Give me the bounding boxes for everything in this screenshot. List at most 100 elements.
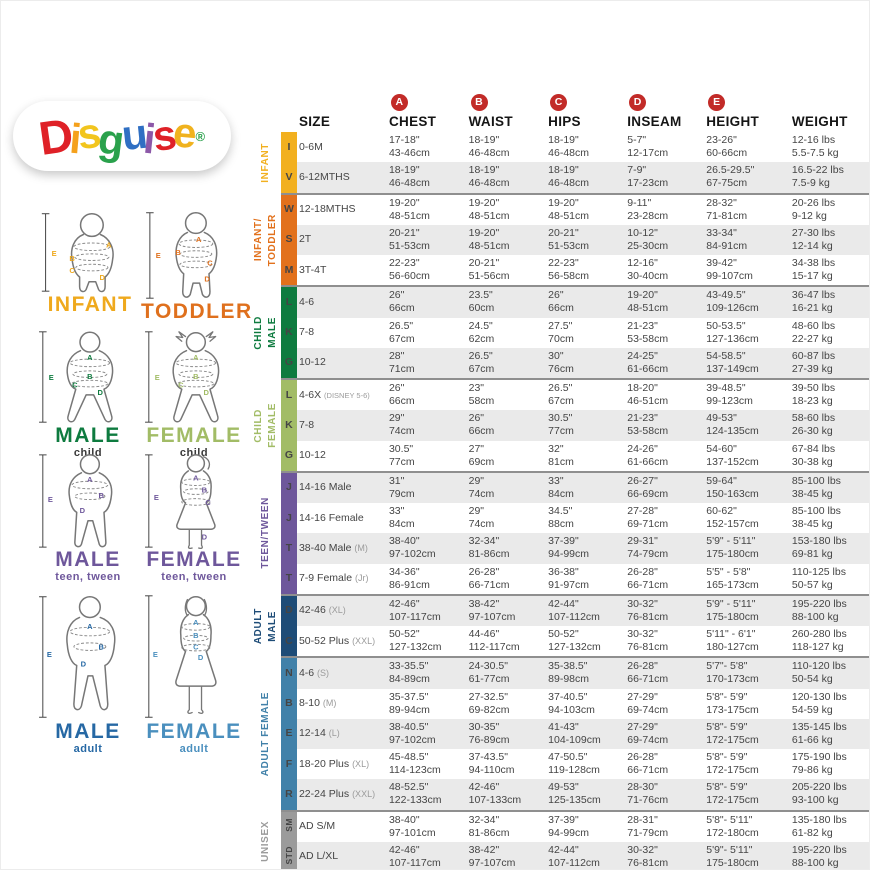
teen-male-figure-icon: AB D E bbox=[39, 454, 113, 548]
svg-text:A: A bbox=[193, 353, 199, 362]
cell-chest: 26.5" 67cm bbox=[388, 319, 415, 345]
figure-teen-male: A B D E MALE teen, tween bbox=[35, 453, 141, 583]
cell-height: 60-62" 152-157cm bbox=[706, 505, 759, 531]
figure-toddler: A B C D E TODDLER bbox=[141, 209, 253, 323]
cell-chest: 42-46" 107-117cm bbox=[386, 841, 467, 869]
cell-inseam: 26-28" 66-71cm bbox=[627, 751, 669, 777]
cell-inseam: 27-28" 69-71cm bbox=[627, 505, 669, 531]
cell-weight: 34-38 lbs 15-17 kg bbox=[791, 257, 836, 283]
cell-chest: 45-48.5" 114-123cm bbox=[388, 751, 441, 777]
group-label-child-female: CHILD FEMALE bbox=[251, 379, 281, 472]
figure-label: MALE bbox=[55, 424, 121, 447]
figure-infant: A B C D E INFANT bbox=[37, 209, 143, 316]
figure-sublabel: adult bbox=[179, 743, 209, 756]
cell-weight: 135-180 lbs 61-82 kg bbox=[789, 809, 869, 842]
figure-label: FEMALE bbox=[146, 548, 242, 571]
figure-sublabel: teen, tween bbox=[161, 571, 227, 584]
size-cell: 10-12 bbox=[298, 449, 326, 462]
size-code: G bbox=[281, 347, 297, 379]
cell-hips: 32" 81cm bbox=[548, 442, 574, 468]
table-row: B 8-10 (M) 35-37.5" 89-94cm 27-32.5" 69-82cm 3… bbox=[251, 688, 869, 719]
size-code: D bbox=[281, 593, 297, 626]
svg-text:A: A bbox=[87, 475, 93, 484]
size-code: B bbox=[281, 688, 297, 719]
size-cell: 42-46 (XL) bbox=[296, 593, 387, 626]
cell-height: 23-26" 60-66cm bbox=[706, 134, 748, 160]
figure-label: MALE bbox=[55, 720, 121, 743]
table-row: M 3T-4T 22-23" 56-60cm 20-21" 51-56cm 22-23" 56… bbox=[251, 255, 869, 287]
size-cell: 12-14 (L) bbox=[296, 718, 387, 749]
cell-waist: 30-35" 76-89cm bbox=[466, 718, 547, 749]
cell-inseam: 24-26" 61-66cm bbox=[627, 442, 669, 468]
cell-weight: 175-190 lbs 79-86 kg bbox=[791, 751, 847, 777]
group-label-infant: INFANT bbox=[251, 132, 281, 194]
svg-text:E: E bbox=[52, 249, 57, 258]
size-cell: 7-8 bbox=[296, 410, 387, 441]
cell-hips: 19-20" 48-51cm bbox=[546, 192, 626, 225]
cell-waist: 19-20" 48-51cm bbox=[466, 224, 547, 255]
table-row: INFANT I 0-6M 17-18" 43-46cm 18-19" 46-48cm 18-… bbox=[251, 132, 869, 194]
figure-sublabel: teen, tween bbox=[55, 571, 121, 584]
cell-weight: 20-26 lbs 9-12 kg bbox=[789, 192, 869, 225]
svg-text:E: E bbox=[47, 650, 52, 659]
size-code: L bbox=[281, 377, 297, 411]
badge-e-icon: E bbox=[708, 94, 726, 111]
size-cell: 4-6X (DISNEY 5-6) bbox=[296, 377, 387, 411]
size-cell: 6-12MTHS bbox=[296, 162, 387, 194]
svg-text:D: D bbox=[204, 388, 210, 397]
cell-chest: 26" 66cm bbox=[386, 377, 467, 411]
logo-letter: e bbox=[171, 108, 196, 157]
table-row: T 7-9 Female (Jr) 34-36" 86-91cm 26-28" 66-71… bbox=[251, 563, 869, 595]
logo-letter: g bbox=[95, 114, 124, 165]
size-cell: 7-9 Female (Jr) bbox=[298, 572, 369, 585]
cell-height: 5'8"- 5'9" 172-175cm bbox=[704, 718, 790, 749]
cell-weight: 153-180 lbs 69-81 kg bbox=[789, 533, 869, 564]
cell-chest: 22-23" 56-60cm bbox=[388, 257, 430, 283]
badge-row: A B C D E bbox=[251, 93, 869, 114]
svg-text:C: C bbox=[193, 642, 199, 651]
size-cell: 3T-4T bbox=[298, 263, 327, 276]
group-label-infant-toddler: INFANT/TODDLER bbox=[251, 193, 281, 287]
cell-chest: 34-36" 86-91cm bbox=[388, 565, 430, 591]
cell-weight: 110-125 lbs 50-57 kg bbox=[791, 565, 846, 591]
figure-label: TODDLER bbox=[141, 300, 253, 323]
cell-chest: 33-35.5" 84-89cm bbox=[386, 656, 467, 689]
svg-text:E: E bbox=[49, 373, 54, 382]
size-cell: 4-6 (S) bbox=[296, 656, 387, 689]
table-row: T 38-40 Male (M) 38-40" 97-102cm 32-34" 81-86… bbox=[251, 533, 869, 564]
svg-text:E: E bbox=[154, 493, 159, 502]
size-code: SM bbox=[281, 809, 297, 842]
cell-hips: 27.5" 70cm bbox=[548, 319, 574, 345]
cell-chest: 33" 84cm bbox=[388, 505, 415, 531]
cell-inseam: 28-30" 71-76cm bbox=[625, 779, 705, 811]
cell-weight: 110-120 lbs 50-54 kg bbox=[789, 656, 869, 689]
svg-text:E: E bbox=[153, 650, 158, 659]
svg-text:A: A bbox=[196, 235, 202, 244]
cell-inseam: 26-28" 66-71cm bbox=[627, 565, 669, 591]
table-row: R 22-24 Plus (XXL) 48-52.5" 122-133cm 42-46"… bbox=[251, 779, 869, 811]
group-label-teen-tween: TEEN/TWEEN bbox=[251, 471, 281, 595]
cell-weight: 120-130 lbs 54-59 kg bbox=[791, 690, 847, 716]
cell-weight: 60-87 lbs 27-39 kg bbox=[789, 347, 869, 379]
cell-waist: 29" 74cm bbox=[466, 470, 547, 503]
cell-weight: 36-47 lbs 16-21 kg bbox=[789, 285, 869, 318]
cell-weight: 39-50 lbs 18-23 kg bbox=[789, 377, 869, 411]
cell-waist: 20-21" 51-56cm bbox=[468, 257, 510, 283]
cell-weight: 135-145 lbs 61-66 kg bbox=[789, 718, 869, 749]
svg-text:D: D bbox=[204, 274, 210, 283]
cell-waist: 26" 66cm bbox=[466, 410, 547, 441]
cell-hips: 33" 84cm bbox=[546, 470, 626, 503]
cell-height: 5'5" - 5'8" 165-173cm bbox=[706, 565, 759, 591]
table-row: CHILD FEMALE L 4-6X (DISNEY 5-6) 26" 66cm 23" 5… bbox=[251, 377, 869, 472]
table-row: G 10-12 28" 71cm 26.5" 67cm 30" 76cm 24-25" 61-66… bbox=[251, 347, 869, 379]
cell-chest: 48-52.5" 122-133cm bbox=[386, 779, 467, 811]
cell-height: 59-64" 150-163cm bbox=[704, 470, 790, 503]
cell-waist: 27" 69cm bbox=[468, 442, 495, 468]
cell-inseam: 21-23" 53-58cm bbox=[627, 319, 669, 345]
size-code: F bbox=[281, 749, 297, 780]
size-code: E bbox=[281, 718, 297, 749]
column-header-height: HEIGHT bbox=[706, 114, 760, 129]
size-cell: 18-20 Plus (XL) bbox=[298, 757, 370, 770]
size-cell: 2T bbox=[296, 224, 387, 255]
